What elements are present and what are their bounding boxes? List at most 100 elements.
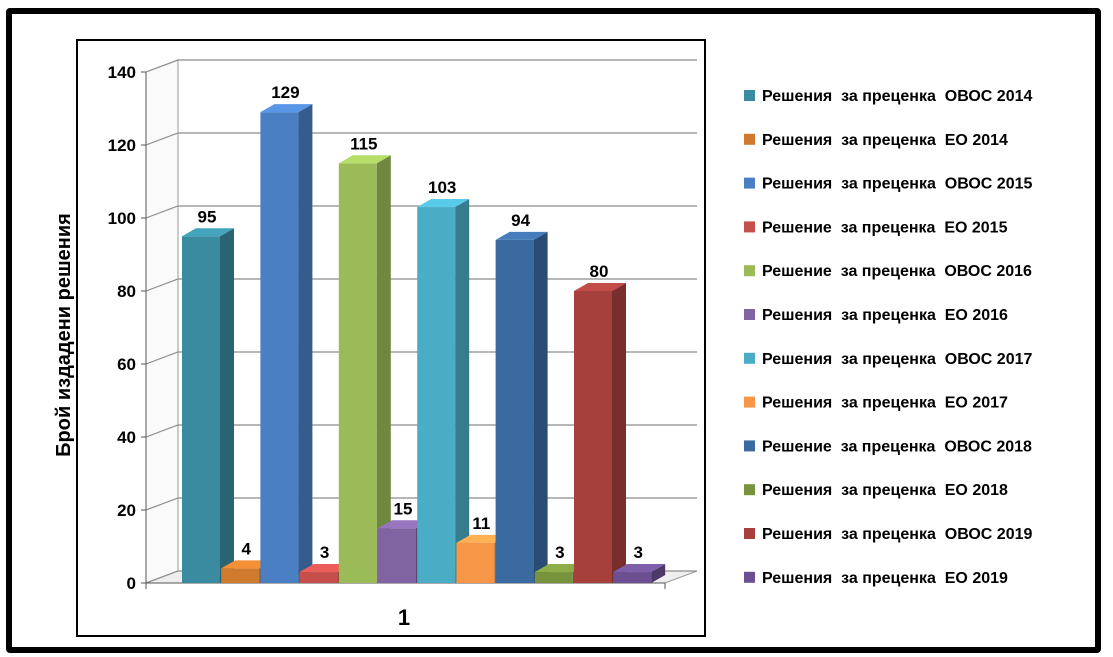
bar-side — [220, 228, 234, 583]
bar-front — [299, 572, 338, 583]
data-label: 3 — [633, 543, 642, 562]
bar-top — [338, 155, 391, 164]
bar-top — [574, 283, 626, 291]
legend-item: Решения за преценка ЕО 2018 — [744, 482, 1008, 499]
legend-label: Решения за преценка ЕО 2019 — [762, 570, 1008, 587]
bar — [338, 155, 391, 583]
bar-front — [613, 572, 652, 583]
legend-item: Решения за преценка ЕО 2016 — [744, 307, 1008, 324]
bar-front — [495, 239, 534, 583]
legend-label: Решения за преценка ЕО 2016 — [762, 307, 1008, 324]
bar-top — [378, 520, 430, 529]
data-label: 3 — [320, 543, 329, 562]
legend-item: Решение за преценка ЕО 2015 — [744, 219, 1008, 236]
gridline — [145, 205, 697, 219]
legend-label: Решение за преценка ЕО 2015 — [762, 219, 1008, 236]
y-tick-label: 0 — [127, 574, 136, 593]
bar-side — [651, 564, 666, 583]
y-tick-label: 120 — [108, 136, 136, 155]
bar — [182, 228, 234, 583]
bar-front — [456, 542, 495, 583]
bar — [613, 564, 666, 583]
legend-label: Решения за преценка ОВОС 2015 — [762, 176, 1032, 193]
bar-side — [376, 155, 391, 583]
x-category-label: 1 — [398, 605, 410, 630]
bar-top — [417, 199, 470, 208]
data-labels: 95 4 129 3 115 15 103 11 94 3 80 3 — [198, 83, 643, 562]
legend-swatch — [744, 571, 755, 583]
legend-item: Решение за преценка ОВОС 2016 — [744, 263, 1032, 280]
legend-swatch — [744, 90, 755, 101]
data-label: 3 — [555, 543, 564, 562]
data-label: 11 — [472, 514, 490, 533]
bar-front — [417, 207, 456, 584]
legend-label: Решения за преценка ЕО 2017 — [762, 395, 1008, 412]
data-label: 129 — [271, 83, 299, 102]
bars — [182, 104, 666, 584]
bar-side — [455, 199, 470, 584]
legend-swatch — [744, 528, 755, 539]
legend-item: Решения за преценка ЕО 2017 — [744, 395, 1008, 412]
bar-top — [182, 228, 234, 237]
y-tick-label: 20 — [117, 501, 136, 520]
y-tick-label: 80 — [117, 282, 136, 301]
legend-item: Решения за преценка ЕО 2014 — [744, 132, 1008, 149]
bar — [574, 283, 626, 583]
legend-item: Решения за преценка ОВОС 2019 — [744, 526, 1032, 543]
bar-side — [533, 231, 548, 583]
bar-front — [534, 572, 573, 583]
y-tick-label: 40 — [117, 428, 136, 447]
bar-top — [221, 560, 274, 569]
legend: Решения за преценка ОВОС 2014 Решения за … — [744, 88, 1032, 587]
y-tick-label: 140 — [108, 63, 136, 82]
data-label: 103 — [428, 178, 456, 197]
data-label: 15 — [394, 499, 413, 518]
legend-item: Решение за преценка ОВОС 2018 — [744, 438, 1032, 455]
legend-item: Решения за преценка ОВОС 2014 — [744, 88, 1032, 105]
bar-front — [221, 568, 260, 583]
bar-front — [338, 163, 377, 583]
bar-front — [378, 528, 416, 583]
legend-swatch — [744, 265, 755, 277]
legend-swatch — [744, 177, 755, 189]
bar-top — [299, 564, 352, 573]
legend-swatch — [744, 484, 755, 496]
data-label: 94 — [511, 211, 530, 230]
bar — [260, 104, 313, 584]
bar-top — [456, 534, 509, 543]
legend-label: Решения за преценка ОВОС 2014 — [762, 88, 1032, 105]
bar-top — [260, 104, 313, 113]
y-tick-label: 100 — [108, 209, 136, 228]
data-label: 4 — [241, 539, 251, 558]
bar-front — [574, 291, 612, 583]
legend-label: Решения за преценка ОВОС 2019 — [762, 526, 1032, 543]
data-label: 95 — [198, 207, 217, 226]
legend-label: Решения за преценка ОВОС 2017 — [762, 351, 1032, 368]
bar — [495, 231, 548, 583]
bar-top — [495, 231, 548, 240]
y-tick-label: 60 — [117, 355, 136, 374]
legend-label: Решение за преценка ОВОС 2016 — [762, 263, 1032, 280]
legend-swatch — [744, 133, 755, 145]
bar-front — [182, 236, 220, 583]
bar — [417, 199, 470, 584]
legend-label: Решения за преценка ЕО 2014 — [762, 132, 1008, 149]
legend-item: Решения за преценка ЕО 2019 — [744, 570, 1008, 587]
data-label: 115 — [350, 134, 377, 153]
bar-front — [260, 112, 299, 584]
gridline — [145, 59, 697, 73]
bar-top — [613, 564, 666, 573]
legend-swatch — [744, 440, 755, 452]
legend-swatch — [744, 396, 755, 408]
data-label: 80 — [590, 262, 609, 281]
y-axis-title: Брой издадени решения — [53, 213, 75, 457]
legend-item: Решения за преценка ОВОС 2015 — [744, 176, 1032, 193]
legend-swatch — [744, 309, 755, 320]
plot-area-border — [76, 39, 706, 637]
legend-label: Решения за преценка ЕО 2018 — [762, 482, 1008, 499]
legend-swatch — [744, 352, 755, 364]
gridline — [145, 132, 697, 146]
bar-side — [612, 283, 626, 583]
legend-item: Решения за преценка ОВОС 2017 — [744, 351, 1032, 368]
